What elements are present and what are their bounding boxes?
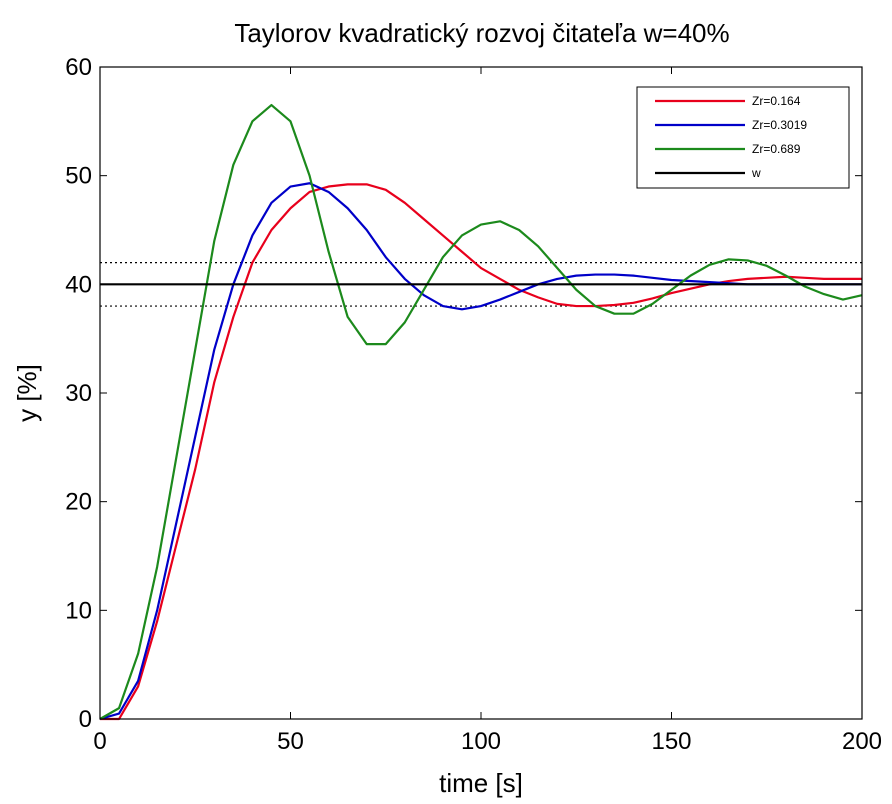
legend-label-zr-0-3019: Zr=0.3019 [752,118,807,132]
legend-label-zr-0-689: Zr=0.689 [752,142,801,156]
y-tick-label: 0 [79,706,92,733]
axis-ticks: 0 50 100 150 200 0 10 20 30 40 50 60 [65,54,882,755]
x-tick-label: 50 [277,728,304,755]
y-tick-label: 10 [65,597,92,624]
y-tick-label: 40 [65,271,92,298]
x-tick-label: 200 [842,728,882,755]
y-tick-label: 60 [65,54,92,81]
series-lines [99,103,863,721]
y-tick-label: 30 [65,380,92,407]
y-tick-label: 50 [65,163,92,190]
chart-title: Taylorov kvadratický rozvoj čitateľa w=4… [234,18,729,48]
legend-label-w: w [751,166,761,180]
legend: Zr=0.164 Zr=0.3019 Zr=0.689 w [636,86,850,189]
x-tick-label: 100 [461,728,501,755]
series-line-zr-0-164 [100,183,862,721]
y-tick-label: 20 [65,489,92,516]
legend-label-zr-0-164: Zr=0.164 [752,94,801,108]
plot-frame [99,66,863,720]
y-axis-label: y [%] [12,364,42,422]
x-tick-label: 150 [651,728,691,755]
series-line-zr-0-3019 [99,182,862,721]
x-tick-label: 0 [93,728,106,755]
series-line-zr-0-689 [99,103,863,720]
legend-box [636,86,850,189]
x-axis-label: time [s] [439,768,523,798]
